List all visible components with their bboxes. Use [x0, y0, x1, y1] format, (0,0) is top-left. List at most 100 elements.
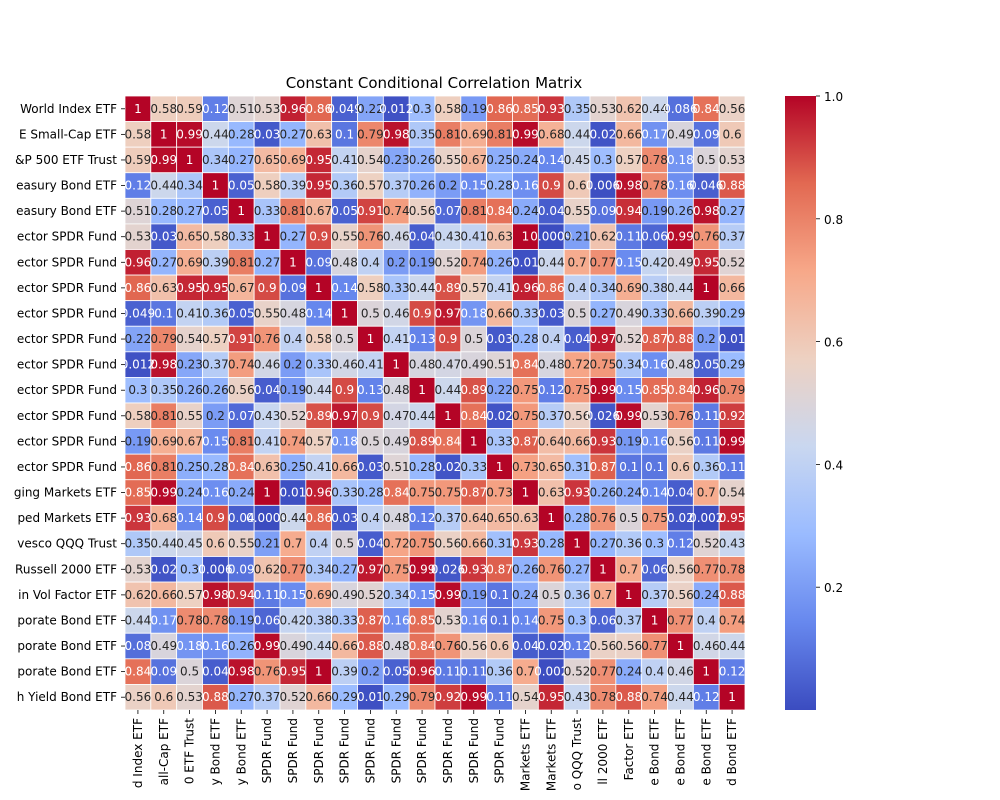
cell-value-label: 0.41 — [254, 434, 281, 448]
heatmap-cell — [176, 223, 203, 250]
x-tick-label: ll 2000 ETF — [596, 718, 610, 785]
y-tick-label: ector SPDR Fund — [17, 332, 117, 346]
heatmap-cell — [382, 146, 410, 174]
cell-value-label: 0.84 — [125, 665, 152, 679]
heatmap-cell — [460, 223, 488, 250]
cell-value-label: 0.86 — [305, 102, 332, 116]
heatmap-cell — [589, 658, 617, 685]
cell-value-label: 0.04 — [409, 230, 436, 244]
cell-value-label: 0.26 — [512, 562, 539, 576]
cell-value-label: 0.34 — [590, 281, 617, 295]
cell-value-label: 0.38 — [305, 613, 332, 627]
cell-value-label: 0.75 — [538, 613, 565, 627]
cell-value-label: 0.49 — [383, 434, 410, 448]
heatmap-cell — [176, 197, 203, 225]
cell-value-label: 0.04 — [538, 204, 565, 218]
heatmap-cell — [460, 197, 488, 225]
cell-value-label: 0.21 — [254, 537, 281, 551]
cell-value-label: 0.66 — [564, 434, 591, 448]
cell-value-label: 0.5 — [361, 306, 380, 320]
heatmap-cell — [357, 172, 384, 199]
y-tick-label: &P 500 ETF Trust — [15, 153, 117, 167]
cell-value-label: 0.05 — [693, 358, 720, 372]
cell-value-label: 0.69 — [150, 434, 177, 448]
cell-value-label: 0.7 — [568, 255, 587, 269]
cell-value-label: 0.69 — [615, 281, 642, 295]
heatmap-cell — [460, 428, 488, 455]
heatmap-cell — [202, 172, 229, 199]
cell-value-label: 0.3 — [645, 537, 664, 551]
heatmap-cell — [176, 249, 203, 276]
cell-value-label: 0.97 — [590, 332, 617, 346]
cell-value-label: 0.75 — [435, 486, 462, 500]
cell-value-label: 0.55 — [176, 409, 203, 423]
heatmap-cell — [718, 607, 746, 634]
cell-value-label: 0.58 — [125, 127, 152, 141]
heatmap-cell — [512, 325, 539, 353]
cell-value-label: 0.31 — [486, 537, 513, 551]
cell-value-label: 0.7 — [283, 537, 302, 551]
heatmap-cell — [357, 274, 384, 302]
heatmap-cell — [305, 632, 333, 660]
heatmap-cell — [718, 95, 746, 122]
heatmap-cell — [279, 556, 307, 583]
cell-value-label: 0.52 — [280, 690, 307, 704]
cell-value-label: 0.6 — [723, 127, 742, 141]
cell-value-label: 0.7 — [593, 588, 612, 602]
heatmap-cell — [641, 684, 668, 711]
cell-value-label: 1 — [702, 281, 710, 295]
heatmap-cell — [176, 121, 203, 148]
x-tick-label: SPDR Fund — [493, 718, 507, 783]
cell-value-label: 0.41 — [383, 332, 410, 346]
cell-value-label: 0.66 — [615, 127, 642, 141]
cell-value-label: 0.33 — [305, 358, 332, 372]
cell-value-label: 0.3 — [593, 153, 612, 167]
colorbar-tick-label: 0.2 — [824, 581, 843, 595]
cell-value-label: 1 — [315, 281, 323, 295]
heatmap-cell — [537, 632, 565, 660]
cell-value-label: 0.76 — [590, 511, 617, 525]
cell-value-label: 0.98 — [693, 204, 720, 218]
colorbar-tick-label: 0.8 — [824, 213, 843, 227]
cell-value-label: 1 — [677, 639, 685, 653]
heatmap-cell — [641, 274, 668, 302]
cell-value-label: 0.81 — [228, 255, 255, 269]
cell-value-label: 0.86 — [125, 281, 152, 295]
cell-value-label: 0.75 — [409, 537, 436, 551]
cell-value-label: 0.9 — [206, 511, 225, 525]
cell-value-label: 0.67 — [460, 153, 487, 167]
cell-value-label: 0.4 — [283, 332, 302, 346]
heatmap-cell — [357, 607, 384, 634]
cell-value-label: 0.84 — [512, 358, 539, 372]
heatmap-cell — [615, 197, 643, 225]
cell-value-label: 0.56 — [667, 434, 694, 448]
heatmap-cell — [357, 351, 384, 378]
cell-value-label: 0.73 — [486, 486, 513, 500]
cell-value-label: 0.59 — [176, 102, 203, 116]
cell-value-label: 1 — [728, 690, 736, 704]
cell-value-label: 0.36 — [331, 179, 358, 193]
x-tick-label: 0 ETF Trust — [183, 718, 197, 784]
heatmap-cell — [331, 197, 358, 225]
cell-value-label: 0.92 — [435, 690, 462, 704]
cell-value-label: 0.25 — [486, 153, 513, 167]
heatmap-cell — [408, 607, 436, 634]
cell-value-label: 0.24 — [512, 588, 539, 602]
heatmap-cell — [692, 121, 720, 148]
heatmap-cell — [382, 607, 410, 634]
heatmap-cell — [512, 172, 539, 199]
cell-value-label: 0.14 — [176, 511, 203, 525]
cell-value-label: 0.79 — [409, 690, 436, 704]
cell-value-label: 0.15 — [409, 588, 436, 602]
cell-value-label: 0.37 — [254, 690, 281, 704]
x-tick-label: SPDR Fund — [260, 718, 274, 783]
cell-value-label: 0.95 — [202, 281, 229, 295]
heatmap-cell — [486, 402, 513, 429]
cell-value-label: 0.98 — [615, 179, 642, 193]
cell-value-label: 0.38 — [641, 281, 668, 295]
cell-value-label: 0.27 — [228, 690, 255, 704]
cell-value-label: 0.37 — [641, 588, 668, 602]
cell-value-label: 0.19 — [125, 434, 152, 448]
cell-value-label: 0.86 — [125, 460, 152, 474]
chart-title: Constant Conditional Correlation Matrix — [286, 74, 583, 92]
